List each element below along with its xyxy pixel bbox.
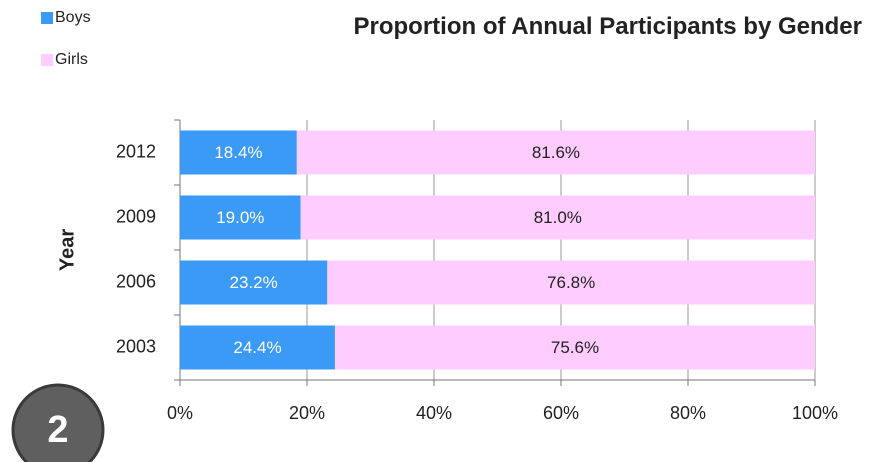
- legend-label: Boys: [55, 9, 91, 26]
- x-tick-label: 40%: [416, 403, 452, 423]
- value-label: 76.8%: [547, 273, 595, 292]
- legend-swatch: [41, 54, 53, 66]
- y-tick-label: 2006: [116, 271, 156, 291]
- x-tick-label: 20%: [289, 403, 325, 423]
- bar-segment: [180, 195, 301, 240]
- value-label: 24.4%: [233, 338, 281, 357]
- value-label: 81.6%: [532, 143, 580, 162]
- legend-swatch: [41, 12, 53, 24]
- value-label: 18.4%: [214, 143, 262, 162]
- value-label: 23.2%: [230, 273, 278, 292]
- x-tick-label: 60%: [543, 403, 579, 423]
- bar-segment: [327, 260, 815, 305]
- chart-title: Proportion of Annual Participants by Gen…: [353, 13, 863, 40]
- badge-circle: [11, 383, 105, 462]
- bar-segment: [180, 325, 335, 370]
- bar-segment: [300, 195, 815, 240]
- badge-text: 2: [47, 409, 68, 451]
- x-tick-label: 80%: [670, 403, 706, 423]
- legend-label: Girls: [55, 51, 88, 68]
- value-label: 81.0%: [534, 208, 582, 227]
- bar-segment: [180, 130, 297, 175]
- value-label: 75.6%: [551, 338, 599, 357]
- value-label: 19.0%: [216, 208, 264, 227]
- y-tick-label: 2009: [116, 206, 156, 226]
- bar-segment: [334, 325, 815, 370]
- bar-segment: [296, 130, 816, 175]
- x-tick-label: 0%: [167, 403, 193, 423]
- y-axis-label: Year: [56, 229, 78, 271]
- bar-segment: [180, 260, 328, 305]
- y-tick-label: 2012: [116, 141, 156, 161]
- x-tick-label: 100%: [792, 403, 838, 423]
- y-tick-label: 2003: [116, 336, 156, 356]
